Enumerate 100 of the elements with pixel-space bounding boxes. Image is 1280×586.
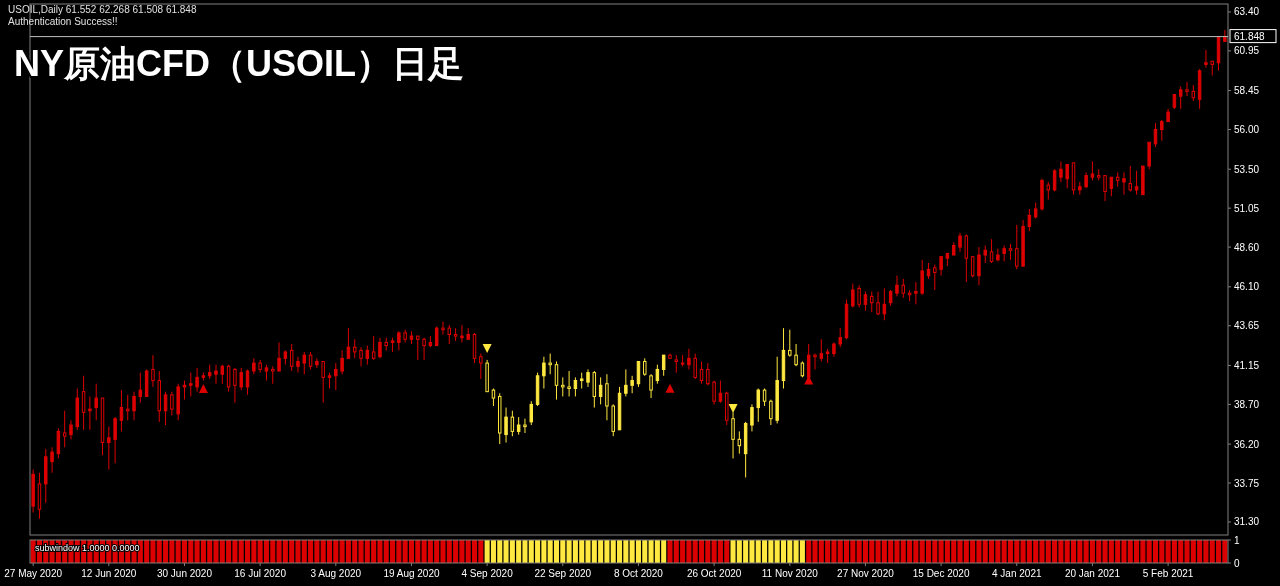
candlestick <box>1160 119 1164 142</box>
candlestick <box>813 353 817 370</box>
x-tick-label: 19 Aug 2020 <box>383 568 440 579</box>
candlestick <box>548 353 552 375</box>
candlestick <box>460 324 464 343</box>
candlestick <box>996 248 1000 262</box>
candlestick <box>151 354 155 388</box>
candlestick <box>1122 171 1126 196</box>
candlestick <box>214 364 218 385</box>
candlestick <box>592 370 597 409</box>
candlestick <box>340 349 344 375</box>
candlestick <box>441 321 445 335</box>
y-tick-label: 60.95 <box>1234 45 1260 57</box>
y-tick-label: 58.45 <box>1234 85 1260 97</box>
candlestick <box>69 419 73 440</box>
candlestick <box>914 281 918 305</box>
y-tick-label: 38.70 <box>1234 398 1260 410</box>
candlestick <box>838 327 842 348</box>
candlestick <box>479 353 483 380</box>
candlestick <box>289 343 294 372</box>
candlestick <box>233 367 237 404</box>
x-tick-label: 26 Oct 2020 <box>686 568 742 579</box>
y-tick-label: 31.30 <box>1234 516 1260 528</box>
candlestick <box>977 246 981 286</box>
candlestick <box>1204 49 1208 69</box>
candlestick <box>510 410 515 437</box>
candlestick <box>687 348 691 370</box>
candlestick <box>876 291 880 316</box>
candlestick <box>649 373 653 399</box>
x-tick-label: 8 Oct 2020 <box>614 568 664 579</box>
candlestick <box>195 367 199 393</box>
candlestick <box>422 337 426 361</box>
candlestick <box>296 356 300 374</box>
candlestick <box>245 368 250 396</box>
candlestick <box>857 284 861 308</box>
candlestick <box>132 391 136 421</box>
candlestick <box>573 376 578 397</box>
candlestick <box>277 341 281 372</box>
y-tick-label: 41.15 <box>1234 359 1260 371</box>
candlestick <box>50 446 54 474</box>
candlestick <box>182 380 187 401</box>
candlestick <box>315 357 319 369</box>
x-tick-label: 15 Dec 2020 <box>912 568 970 579</box>
candlestick <box>1090 160 1095 181</box>
candlestick <box>1109 176 1114 197</box>
x-tick-label: 5 Feb 2021 <box>1142 568 1194 579</box>
candlestick <box>397 330 401 351</box>
candlestick <box>598 376 603 405</box>
x-tick-label: 27 Nov 2020 <box>837 568 895 579</box>
x-tick-label: 3 Aug 2020 <box>310 568 362 579</box>
point <box>665 383 675 393</box>
candlestick <box>794 343 798 367</box>
candlestick <box>920 259 924 296</box>
point <box>728 404 738 414</box>
candlestick <box>1103 175 1107 202</box>
x-tick-label: 16 Jul 2020 <box>234 568 287 579</box>
candlestick <box>302 351 307 375</box>
y-tick-label: 56.00 <box>1234 124 1260 136</box>
y-tick-label: 36.20 <box>1234 438 1260 450</box>
candlestick <box>542 356 546 390</box>
annotation: USOIL,Daily 61.552 62.268 61.508 61.848 <box>8 4 197 15</box>
candlestick <box>365 345 370 366</box>
candlestick <box>819 338 824 362</box>
y-tick-label: 63.40 <box>1234 6 1260 18</box>
candlestick <box>661 354 666 377</box>
candlestick <box>1134 170 1139 196</box>
x-tick-label: 11 Nov 2020 <box>761 568 819 579</box>
candlestick <box>371 335 376 361</box>
candlestick <box>321 361 325 404</box>
candlestick <box>1178 86 1183 110</box>
candlestick <box>655 364 660 385</box>
candlestick <box>56 427 61 459</box>
candlestick <box>138 372 143 404</box>
y-tick-label: 1 <box>1234 534 1240 546</box>
point <box>198 383 208 393</box>
candlestick <box>94 383 98 421</box>
candlestick <box>567 370 571 397</box>
y-tick-label: 53.50 <box>1234 163 1260 175</box>
y-tick-label: 33.75 <box>1234 477 1260 489</box>
x-tick-label: 12 Jun 2020 <box>81 568 137 579</box>
candlestick <box>504 407 508 444</box>
candlestick <box>561 376 565 397</box>
x-tick-label: 27 May 2020 <box>4 568 63 579</box>
candlestick <box>189 372 193 397</box>
candlestick <box>220 364 225 385</box>
candlestick <box>895 275 899 297</box>
text: NY原油CFD（USOIL）日足 <box>14 43 464 84</box>
candlestick <box>693 353 697 380</box>
candlestick <box>523 418 527 434</box>
candlestick <box>970 256 975 278</box>
candlestick <box>170 391 174 417</box>
y-tick-label: 43.65 <box>1234 320 1260 332</box>
x-tick-label: 30 Jun 2020 <box>156 568 213 579</box>
candlestick <box>1015 224 1019 270</box>
candlestick <box>113 416 117 464</box>
candlestick <box>958 232 962 253</box>
y-tick-label: 0 <box>1234 557 1240 569</box>
candlestick <box>939 256 943 277</box>
x-tick-label: 22 Sep 2020 <box>534 568 592 579</box>
candlestick <box>1147 141 1151 170</box>
